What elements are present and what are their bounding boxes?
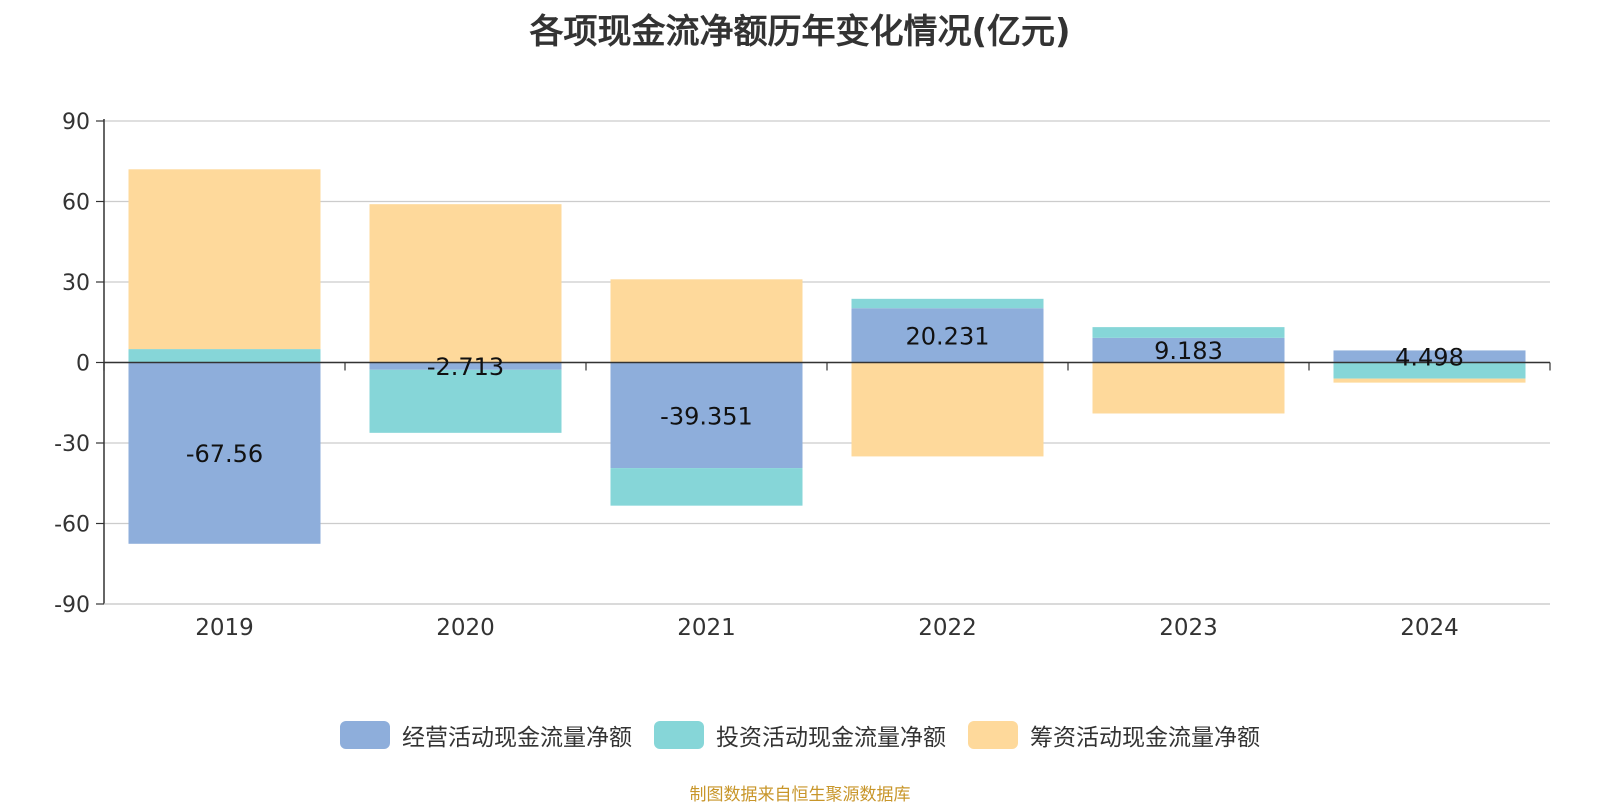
x-tick-label: 2022 <box>918 615 977 641</box>
bar-2023-series-0 <box>1092 337 1285 363</box>
legend-swatch-operating <box>340 721 390 749</box>
bar-2022-series-0 <box>851 308 1044 363</box>
legend-swatch-financing <box>968 721 1018 749</box>
legend-swatch-investing <box>654 721 704 749</box>
bar-2022-series-1 <box>851 298 1044 309</box>
y-tick-label: 30 <box>62 271 90 296</box>
bar-2024-series-2 <box>1333 378 1526 383</box>
bar-2021-series-1 <box>610 468 803 506</box>
data-label: -2.713 <box>427 353 504 381</box>
chart-title: 各项现金流净额历年变化情况(亿元) <box>529 12 1071 52</box>
bar-2024-series-0 <box>1333 350 1526 363</box>
y-tick-label: 60 <box>62 191 90 216</box>
data-label: 4.498 <box>1395 343 1464 371</box>
legend-item-financing[interactable]: 筹资活动现金流量净额 <box>968 718 1260 752</box>
bar-2020-series-0 <box>369 362 562 370</box>
data-label: 20.231 <box>906 322 990 350</box>
bar-2019-series-2 <box>128 169 321 350</box>
legend-label-financing: 筹资活动现金流量净额 <box>1030 725 1260 751</box>
x-tick-label: 2023 <box>1159 615 1218 641</box>
data-label: 9.183 <box>1154 337 1223 365</box>
bar-2023-series-2 <box>1092 362 1285 414</box>
bar-2020-series-2 <box>369 204 562 363</box>
x-tick-label: 2020 <box>436 615 495 641</box>
bar-2024-series-1 <box>1333 362 1526 379</box>
chart-plot: 90 60 30 0 -30 -60 -90 2019 2020 2021 2022 2023 2024… <box>54 110 1551 641</box>
data-source-note: 制图数据来自恒生聚源数据库 <box>689 785 911 805</box>
x-tick-label: 2024 <box>1400 615 1459 641</box>
legend-item-operating[interactable]: 经营活动现金流量净额 <box>340 718 632 752</box>
data-label: -67.56 <box>186 440 263 468</box>
y-tick-label: 90 <box>62 110 90 135</box>
y-tick-label: 0 <box>76 352 90 377</box>
x-tick-label: 2019 <box>195 615 254 641</box>
legend-label-operating: 经营活动现金流量净额 <box>402 725 632 751</box>
bar-2021-series-2 <box>610 279 803 363</box>
y-tick-label: -30 <box>54 432 90 457</box>
x-tick-label: 2021 <box>677 615 736 641</box>
bar-2020-series-1 <box>369 369 562 433</box>
y-tick-label: -90 <box>54 593 90 618</box>
bar-2019-series-0 <box>128 362 321 544</box>
y-tick-label: -60 <box>54 513 90 538</box>
chart-legend: 经营活动现金流量净额 投资活动现金流量净额 筹资活动现金流量净额 <box>0 718 1600 752</box>
legend-item-investing[interactable]: 投资活动现金流量净额 <box>654 718 946 752</box>
bar-2021-series-0 <box>610 362 803 469</box>
bar-2019-series-1 <box>128 349 321 363</box>
bar-2022-series-2 <box>851 362 1044 457</box>
legend-label-investing: 投资活动现金流量净额 <box>716 725 946 751</box>
bar-2023-series-1 <box>1092 327 1285 338</box>
data-label: -39.351 <box>660 402 753 430</box>
